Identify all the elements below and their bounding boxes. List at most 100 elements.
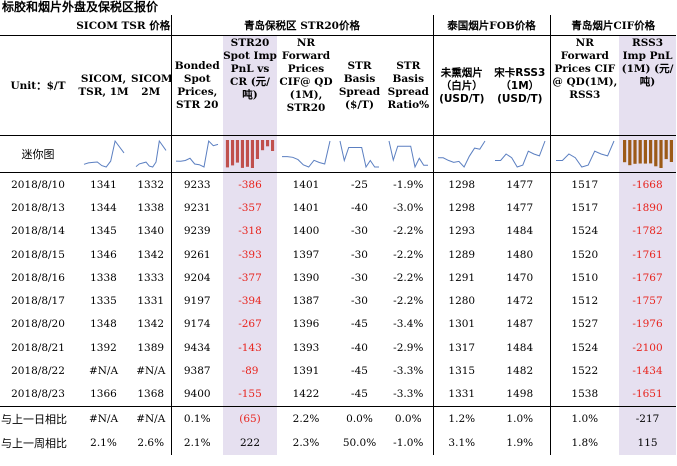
bar-mark (643, 140, 647, 164)
sparkline-unsmoked-sheet-chart (438, 140, 486, 168)
summary-row: 与上一日相比 #N/A #N/A 0.1% (65) 2.2% 0.0% 0.0% 1.2% 1.… (0, 405, 677, 431)
cell-songkhla-rss3: 1487 (506, 318, 534, 331)
cell-unsmoked-sheet: 1289 (432, 242, 491, 267)
bar-mark (250, 140, 254, 168)
cell-bonded-spot: 9231 (170, 196, 223, 220)
sparkline-nr-forward-rss3-chart (555, 140, 615, 168)
cell-rss3-imp-pnl: -1668 (619, 172, 677, 197)
sparkline-sicom-1m (76, 135, 131, 173)
sparkline-line (555, 140, 615, 168)
cell-basis-spread: -30 (351, 225, 368, 238)
sparkline-bonded-spot-chart (176, 139, 219, 168)
cell-basis-ratio: -3.0% (393, 201, 424, 214)
cell-sicom-1m: 1346 (90, 248, 117, 261)
cell-bonded-spot: 9434 (170, 336, 223, 360)
cell-nr-forward-rss3: 1524 (549, 219, 620, 243)
cell-rss3-imp-pnl: -1757 (619, 289, 677, 313)
cell-str20-imp-pnl: -318 (223, 219, 277, 243)
cell-basis-ratio: -2.2% (393, 248, 424, 261)
bar-mark (271, 140, 275, 151)
cell-rss3-imp-pnl: -1434 (619, 359, 677, 383)
cell-songkhla-rss3: 1482 (506, 365, 534, 378)
sparkline-unsmoked-sheet (432, 135, 491, 173)
table-row: 2018/8/10 1341 1332 9233 -386 1401 -25 -1.9% 129… (0, 172, 677, 197)
summary-basis-ratio: 0.0% (384, 405, 434, 431)
cell-basis-ratio: -1.9% (393, 178, 424, 191)
cell-nr-forward-rss3: 1538 (549, 382, 620, 407)
cell-sicom-1m: 1344 (90, 201, 117, 214)
sparkline-basis-ratio (384, 135, 434, 173)
cell-sicom-1m: 1341 (90, 178, 117, 191)
col-header-sicom-2m: SICOM,TSR, 2M (131, 73, 171, 98)
sparkline-sicom-2m (131, 135, 171, 173)
cell-nr-forward-rss3: 1520 (549, 242, 620, 267)
bar-mark (622, 140, 626, 163)
table-row: 2018/8/16 1338 1333 9204 -377 1390 -30 -2.2% 129… (0, 266, 677, 290)
cell-str20-imp-pnl: -386 (223, 172, 277, 197)
cell-str20-imp-pnl: -267 (223, 312, 277, 337)
cell-str20-imp-pnl: -377 (223, 266, 277, 290)
sparkline-nr-forward-str20 (277, 135, 335, 173)
bar-mini-str20-chart (225, 140, 275, 168)
bar-mark (231, 140, 235, 166)
cell-nr-forward-str20: 1387 (292, 295, 320, 308)
cell-rss3-imp-pnl: -2100 (619, 336, 677, 360)
cell-sicom-2m: 1342 (137, 248, 165, 261)
summary-sicom-1m: #N/A (76, 405, 131, 431)
sparkline-basis-ratio-chart (388, 140, 428, 169)
cell-sicom-1m: 1366 (90, 388, 117, 401)
cell-songkhla-rss3: 1484 (506, 341, 534, 354)
summary-label: 与上一日相比 (0, 405, 76, 431)
row-date: 2018/8/21 (11, 341, 65, 354)
summary-unsmoked-sheet: 3.1% (432, 430, 491, 455)
cell-songkhla-rss3: 1498 (506, 388, 534, 401)
table-row: 2018/8/20 1348 1342 9174 -267 1396 -45 -3.4% 130… (0, 312, 677, 337)
col-header-basis-spread: STR Basis Spread ($/T) (338, 60, 381, 111)
row-date: 2018/8/22 (11, 365, 65, 378)
cell-unsmoked-sheet: 1291 (432, 266, 491, 290)
col-header-basis-ratio: STR Basis Spread Ratio% (387, 60, 430, 111)
cell-sicom-2m: #N/A (136, 365, 166, 378)
sparkline-line (494, 140, 546, 168)
price-table: SICOM TSR 价格 青岛保税区 STR20价格 泰国烟片FOB价格 青岛烟… (0, 15, 677, 455)
cell-songkhla-rss3: 1477 (506, 178, 534, 191)
cell-nr-forward-str20: 1393 (292, 341, 320, 354)
sparkline-line (339, 140, 379, 169)
bar-mark (240, 140, 244, 168)
cell-sicom-1m: 1335 (90, 295, 117, 308)
cell-nr-forward-str20: 1422 (292, 388, 320, 401)
bar-mark (266, 140, 270, 147)
summary-str20-imp-pnl: 222 (223, 430, 277, 455)
sparkline-basis-spread (335, 135, 384, 173)
bar-mark (225, 140, 229, 168)
bar-mark (664, 140, 668, 160)
cell-bonded-spot: 9197 (170, 289, 223, 313)
cell-rss3-imp-pnl: -1976 (619, 312, 677, 337)
row-date: 2018/8/13 (11, 201, 65, 214)
bar-mark (255, 140, 259, 159)
cell-nr-forward-str20: 1400 (292, 225, 320, 238)
row-date: 2018/8/23 (11, 388, 65, 401)
summary-songkhla-rss3: 1.0% (490, 405, 551, 431)
cell-rss3-imp-pnl: -1890 (619, 196, 677, 220)
row-date: 2018/8/16 (11, 271, 65, 284)
cell-bonded-spot: 9233 (170, 172, 223, 197)
cell-basis-spread: -30 (351, 295, 368, 308)
sparkline-sicom-2m-chart (135, 139, 167, 168)
summary-sicom-2m: 2.6% (137, 436, 165, 449)
summary-nr-forward-rss3: 1.8% (549, 430, 620, 455)
summary-row: 与上一周相比 2.1% 2.6% 2.1% 222 2.3% 50.0% -1.0% 3.1% 1… (0, 430, 677, 455)
summary-str20-imp-pnl: (65) (223, 405, 277, 431)
bar-mark (627, 140, 631, 166)
cell-nr-forward-str20: 1401 (292, 201, 320, 214)
cell-basis-ratio: -3.3% (393, 388, 424, 401)
cell-songkhla-rss3: 1484 (506, 225, 534, 238)
col-header-nr-forward-str20: NR Forward Prices CIF@ QD (1M), STR20 (279, 37, 333, 114)
cell-sicom-1m: 1392 (90, 341, 117, 354)
table-row: 2018/8/21 1392 1389 9434 -143 1393 -40 -2.9% 131… (0, 336, 677, 360)
col-header-unsmoked-sheet: 未熏烟片（白片）(USD/T) (432, 35, 491, 136)
bar-mini-str20-imp-pnl (223, 135, 277, 173)
cell-nr-forward-rss3: 1517 (549, 172, 620, 197)
cell-bonded-spot: 9387 (170, 359, 223, 383)
cell-basis-ratio: -2.2% (393, 225, 424, 238)
